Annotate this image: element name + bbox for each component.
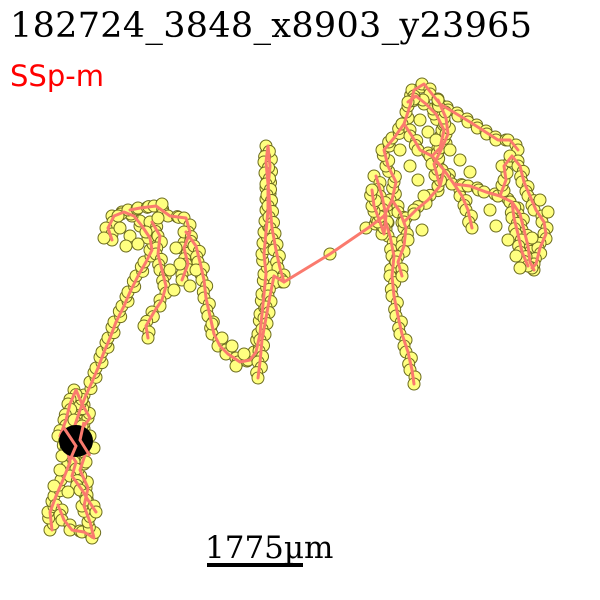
trace-segment-12 [430, 154, 474, 230]
trace-segment-1 [56, 388, 98, 540]
soma-trace-segment [62, 427, 78, 461]
sample-node [463, 165, 477, 179]
soma-trace-segment [78, 421, 92, 457]
sample-node [509, 249, 523, 263]
scale-bar [207, 563, 303, 567]
trace-segment-13 [402, 168, 446, 224]
trace-segment-10 [402, 94, 446, 158]
trace-segment-15 [498, 154, 548, 270]
sample-node [169, 241, 183, 255]
trace-segment-4 [184, 230, 258, 364]
trace-segment-7 [382, 214, 416, 386]
trace-segment-17 [432, 98, 450, 188]
sample-node [501, 233, 515, 247]
sample-node [533, 193, 547, 207]
scale-bar-label: 1775µm [205, 530, 334, 566]
sample-node [541, 205, 555, 219]
sample-node [151, 211, 165, 225]
sample-nodes [41, 77, 555, 545]
sample-node [163, 263, 177, 277]
sample-node [131, 237, 145, 251]
figure-title: 182724_3848_x8903_y23965 [10, 6, 533, 46]
sample-node [411, 173, 425, 187]
trace-segment-9 [370, 174, 388, 236]
sample-node [443, 143, 457, 157]
trace-segment-8 [390, 198, 408, 278]
sample-node [119, 239, 133, 253]
sample-node [393, 143, 407, 157]
sample-node [167, 283, 181, 297]
sample-node [113, 221, 127, 235]
sample-node [173, 257, 187, 271]
sample-node [413, 113, 427, 127]
brain-region-label: SSp-m [10, 59, 104, 93]
soma-layer [59, 421, 93, 461]
sample-node [97, 231, 111, 245]
trace-segment-14 [452, 182, 536, 272]
sample-node [415, 223, 429, 237]
sample-node [183, 279, 197, 293]
sample-node [513, 261, 527, 275]
trace-segment-2 [144, 220, 168, 340]
sample-node [453, 153, 467, 167]
sample-node [237, 347, 251, 361]
sample-node [483, 203, 497, 217]
sample-node [421, 125, 435, 139]
sample-node [403, 159, 417, 173]
sample-node [489, 219, 503, 233]
trace-segment-6 [282, 82, 442, 284]
trace-segment-5 [254, 144, 286, 380]
sample-node [61, 485, 75, 499]
sample-node [225, 339, 239, 353]
trace-segment-11 [438, 102, 520, 152]
trace-segment-3 [128, 204, 192, 282]
trace-segment-16 [510, 200, 530, 268]
